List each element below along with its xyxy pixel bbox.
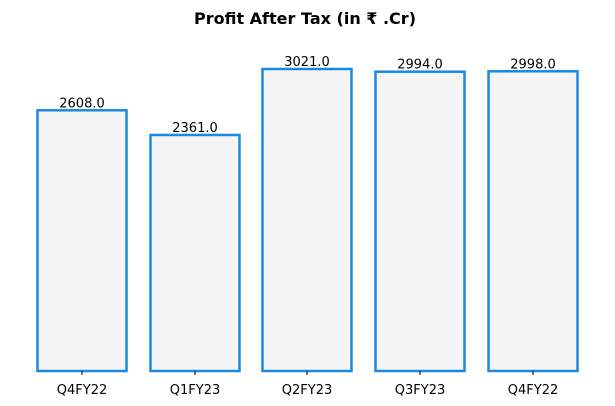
bar-5: [487, 70, 579, 373]
bar-1: [36, 109, 128, 373]
bar-value-label-1: 2608.0: [59, 96, 105, 111]
bar-4: [374, 70, 466, 373]
x-tick-label-3: Q2FY23: [282, 383, 332, 398]
bar-value-label-5: 2998.0: [510, 57, 556, 72]
bar-value-label-4: 2994.0: [397, 58, 443, 73]
x-axis-ticks-layer: Q4FY22 Q1FY23 Q2FY23 Q3FY23 Q4FY22: [57, 371, 558, 398]
bar-3: [261, 67, 353, 373]
bars-layer: [36, 67, 579, 373]
x-tick-label-5: Q4FY22: [508, 383, 558, 398]
x-tick-label-4: Q3FY23: [395, 383, 445, 398]
bar-2: [149, 133, 241, 373]
bar-value-label-2: 2361.0: [172, 121, 218, 136]
bar-value-label-3: 3021.0: [284, 55, 330, 70]
data-labels-layer: 2608.0 2361.0 3021.0 2994.0 2998.0: [59, 55, 556, 136]
chart-title: Profit After Tax (in ₹ .Cr): [194, 9, 416, 28]
x-tick-label-1: Q4FY22: [57, 383, 107, 398]
x-tick-label-2: Q1FY23: [170, 383, 220, 398]
